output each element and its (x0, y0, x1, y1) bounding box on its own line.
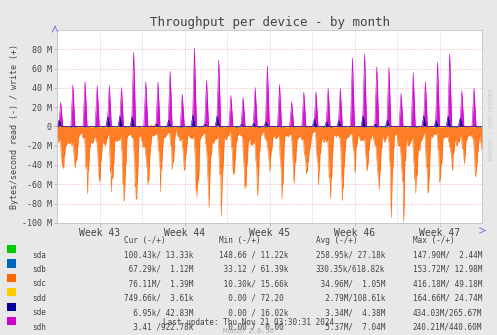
Text: 67.29k/  1.12M: 67.29k/ 1.12M (124, 265, 194, 274)
Text: Max (-/+): Max (-/+) (413, 236, 454, 245)
Text: Min (-/+): Min (-/+) (219, 236, 260, 245)
Y-axis label: Bytes/second read (-) / write (+): Bytes/second read (-) / write (+) (10, 44, 19, 209)
Text: 153.72M/ 12.98M: 153.72M/ 12.98M (413, 265, 482, 274)
Text: 240.21M/440.60M: 240.21M/440.60M (413, 323, 482, 332)
Text: Avg (-/+): Avg (-/+) (316, 236, 357, 245)
Text: 0.00 /  0.00: 0.00 / 0.00 (219, 323, 288, 332)
Text: 100.43k/ 13.33k: 100.43k/ 13.33k (124, 251, 194, 260)
Text: 3.41 /922.78k: 3.41 /922.78k (124, 323, 194, 332)
Text: 416.18M/ 49.18M: 416.18M/ 49.18M (413, 279, 482, 288)
Text: RRDTOOL / TOBI OETIKER: RRDTOOL / TOBI OETIKER (489, 88, 494, 160)
Text: 434.03M/265.67M: 434.03M/265.67M (413, 308, 482, 317)
Text: 6.95k/ 42.83M: 6.95k/ 42.83M (124, 308, 194, 317)
Text: 5.37M/  7.04M: 5.37M/ 7.04M (316, 323, 385, 332)
Text: 147.90M/  2.44M: 147.90M/ 2.44M (413, 251, 482, 260)
Text: 0.00 / 72.20: 0.00 / 72.20 (219, 294, 288, 303)
Text: 2.79M/108.61k: 2.79M/108.61k (316, 294, 385, 303)
Text: 749.66k/  3.61k: 749.66k/ 3.61k (124, 294, 194, 303)
Text: 33.12 / 61.39k: 33.12 / 61.39k (219, 265, 288, 274)
Text: Munin 2.0.56: Munin 2.0.56 (223, 328, 274, 334)
Text: sdb: sdb (32, 265, 46, 274)
Text: sdd: sdd (32, 294, 46, 303)
Text: sda: sda (32, 251, 46, 260)
Text: 330.35k/618.82k: 330.35k/618.82k (316, 265, 385, 274)
Text: 0.00 / 16.02k: 0.00 / 16.02k (219, 308, 288, 317)
Text: 76.11M/  1.39M: 76.11M/ 1.39M (124, 279, 194, 288)
Text: 164.66M/ 24.74M: 164.66M/ 24.74M (413, 294, 482, 303)
Text: Last update: Thu Nov 21 03:30:31 2024: Last update: Thu Nov 21 03:30:31 2024 (163, 318, 334, 327)
Text: 34.96M/  1.05M: 34.96M/ 1.05M (316, 279, 385, 288)
Text: 258.95k/ 27.18k: 258.95k/ 27.18k (316, 251, 385, 260)
Text: sdc: sdc (32, 279, 46, 288)
Text: 148.66 / 11.22k: 148.66 / 11.22k (219, 251, 288, 260)
Text: sde: sde (32, 308, 46, 317)
Text: 10.30k/ 15.66k: 10.30k/ 15.66k (219, 279, 288, 288)
Text: 3.34M/  4.38M: 3.34M/ 4.38M (316, 308, 385, 317)
Text: sdh: sdh (32, 323, 46, 332)
Title: Throughput per device - by month: Throughput per device - by month (150, 16, 390, 29)
Text: Cur (-/+): Cur (-/+) (124, 236, 166, 245)
